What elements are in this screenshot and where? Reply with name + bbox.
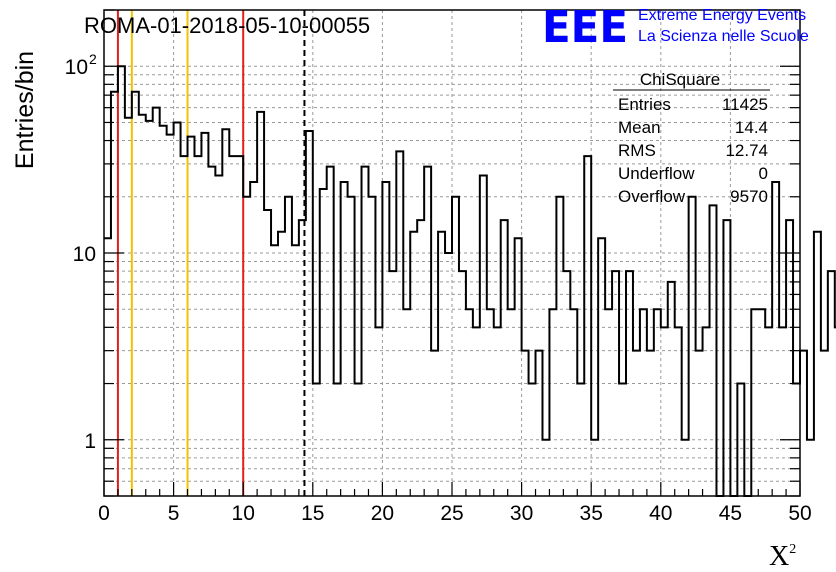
x-axis-label-superscript: 2 [789, 542, 796, 557]
stats-label-entries: Entries [618, 95, 671, 114]
x-tick-label-1: 5 [168, 502, 180, 525]
stats-label-mean: Mean [618, 118, 661, 137]
stats-value-mean: 14.4 [735, 118, 768, 137]
stats-value-rms: 12.74 [725, 141, 768, 160]
x-tick-label-3: 15 [301, 502, 324, 525]
logo-line-1: Extreme Energy Events [638, 7, 806, 24]
x-tick-label-5: 25 [440, 502, 463, 525]
stats-value-overflow: 9570 [730, 187, 768, 206]
stats-box-rows: Entries 11425 Mean 14.4 RMS 12.74 Underflow 0 Ov… [618, 95, 768, 206]
logo-line-2: La Scienza nelle Scuole [638, 28, 809, 45]
stats-value-underflow: 0 [759, 164, 768, 183]
stats-label-rms: RMS [618, 141, 656, 160]
reference-lines [116, 10, 306, 496]
x-tick-label-2: 10 [232, 502, 255, 525]
y-tick-label-2: 10 [65, 56, 88, 79]
histogram-step-line [104, 65, 836, 497]
axis-ticks [103, 9, 801, 497]
x-tick-label-0: 0 [98, 502, 110, 525]
y-tick-label-superscript-2: 2 [89, 51, 97, 67]
y-axis-label: Entries/bin [11, 51, 39, 169]
stats-value-entries: 11425 [722, 95, 768, 114]
y-tick-label-1: 10 [73, 243, 96, 266]
stats-label-overflow: Overflow [618, 187, 686, 206]
y-tick-label-0: 1 [84, 430, 96, 453]
plot-title: ROMA-01-2018-05-10-00055 [84, 13, 370, 38]
x-axis-label-main: X [769, 541, 789, 572]
stats-box: ChiSquare Entries 11425 Mean 14.4 RMS 12.74 Un… [613, 70, 770, 206]
stats-box-title: ChiSquare [640, 70, 720, 89]
eee-logo: EEE [542, 2, 628, 53]
x-tick-label-9: 45 [719, 502, 742, 525]
x-axis-label: X2 [769, 541, 796, 572]
x-tick-label-4: 20 [371, 502, 394, 525]
x-tick-label-6: 30 [510, 502, 533, 525]
stats-label-underflow: Underflow [618, 164, 695, 183]
x-tick-label-10: 50 [788, 502, 811, 525]
x-tick-label-7: 35 [580, 502, 603, 525]
x-tick-label-8: 40 [649, 502, 672, 525]
x-tick-labels: 0 5 10 15 20 25 30 35 40 45 50 [98, 502, 812, 525]
